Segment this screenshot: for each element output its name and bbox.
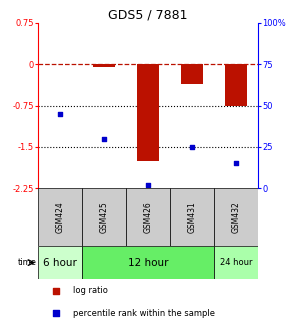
Text: time: time xyxy=(18,258,37,267)
Bar xyxy=(38,188,82,246)
Text: GSM426: GSM426 xyxy=(144,201,152,233)
Point xyxy=(146,182,150,187)
Text: GSM432: GSM432 xyxy=(231,201,240,233)
Bar xyxy=(170,188,214,246)
Text: GSM424: GSM424 xyxy=(56,201,64,233)
Bar xyxy=(214,188,258,246)
Point xyxy=(102,136,106,141)
Point xyxy=(53,288,58,293)
Title: GDS5 / 7881: GDS5 / 7881 xyxy=(108,9,188,22)
Text: 24 hour: 24 hour xyxy=(220,258,252,267)
Point xyxy=(234,161,238,166)
Bar xyxy=(126,188,170,246)
Bar xyxy=(93,64,115,67)
Text: 12 hour: 12 hour xyxy=(128,258,168,267)
Bar xyxy=(137,64,159,161)
Bar xyxy=(214,246,258,279)
Text: log ratio: log ratio xyxy=(73,286,108,295)
Bar xyxy=(225,64,247,106)
Bar xyxy=(38,246,82,279)
Text: GSM431: GSM431 xyxy=(188,201,196,233)
Point xyxy=(53,310,58,316)
Point xyxy=(58,111,62,116)
Text: 6 hour: 6 hour xyxy=(43,258,77,267)
Bar xyxy=(181,64,203,83)
Text: percentile rank within the sample: percentile rank within the sample xyxy=(73,308,215,318)
Bar xyxy=(82,188,126,246)
Text: GSM425: GSM425 xyxy=(100,201,108,233)
Bar xyxy=(82,246,214,279)
Point xyxy=(190,144,194,149)
